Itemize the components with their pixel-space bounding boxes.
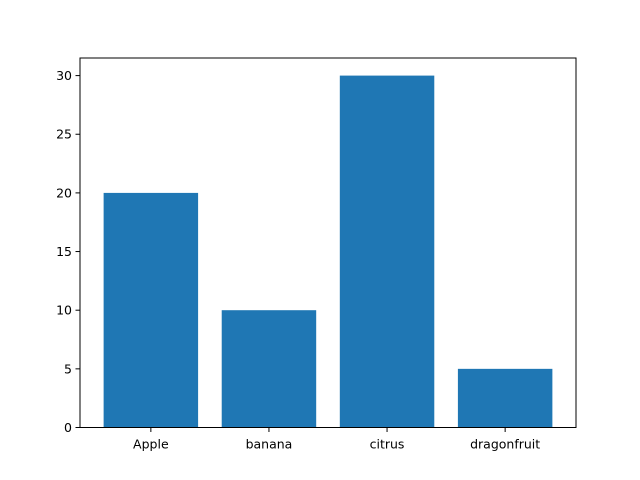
y-tick-label: 20: [56, 185, 72, 200]
y-axis-ticks: 0 5 10 15 20 25 30: [56, 68, 80, 435]
x-axis-ticks: Apple banana citrus dragonfruit: [133, 427, 540, 452]
y-tick-label: 30: [56, 68, 72, 83]
y-tick-label: 10: [56, 303, 72, 318]
y-tick-label: 25: [56, 127, 72, 142]
x-tick-label: citrus: [370, 437, 405, 452]
bar-citrus: [339, 75, 435, 428]
plot-area-frame: [79, 57, 577, 428]
bar-banana: [221, 310, 317, 428]
bars-group: [103, 75, 553, 428]
x-tick-label: dragonfruit: [470, 437, 540, 452]
y-tick-label: 0: [64, 420, 72, 435]
y-tick-label: 5: [64, 361, 72, 376]
x-tick-label: banana: [246, 437, 293, 452]
y-tick-label: 15: [56, 244, 72, 259]
bar-apple: [103, 192, 199, 428]
x-tick-label: Apple: [133, 437, 169, 452]
bar-dragonfruit: [457, 368, 553, 428]
